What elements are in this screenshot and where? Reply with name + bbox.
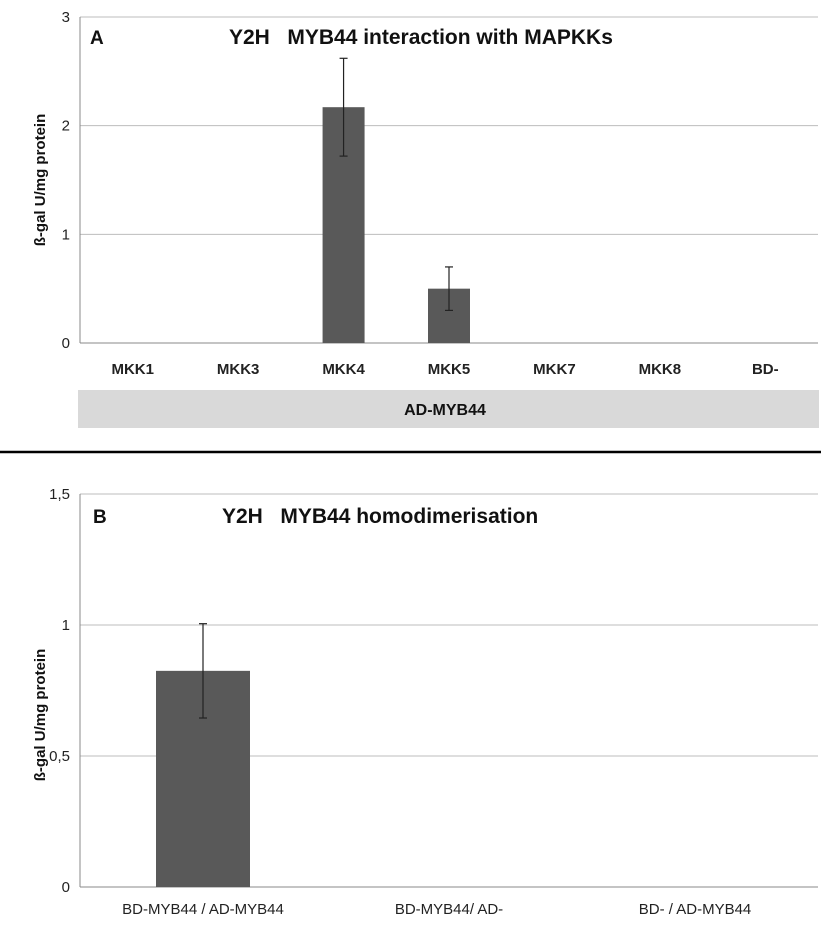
panel-b-categories: BD-MYB44 / AD-MYB44 BD-MYB44/ AD- BD- / AD…: [122, 901, 751, 918]
panel-a-letter: A: [90, 28, 104, 49]
panel-b-letter: B: [93, 507, 107, 528]
category-label: MKK8: [639, 361, 682, 378]
panel-b-bars: [156, 623, 250, 887]
panel-b-y-ticks: 0 0,5 1 1,5: [49, 486, 70, 896]
category-label: BD-MYB44 / AD-MYB44: [122, 901, 284, 918]
panel-a-bars: [322, 57, 470, 344]
category-label: MKK5: [428, 361, 471, 378]
y-tick-label: 1: [62, 617, 70, 634]
category-label: MKK7: [533, 361, 576, 378]
y-tick-label: 3: [62, 9, 70, 26]
category-label: BD-MYB44/ AD-: [395, 901, 503, 918]
y-tick-label: 2: [62, 118, 70, 135]
y-tick-label: 1: [62, 226, 70, 243]
category-label: BD- / AD-MYB44: [639, 901, 752, 918]
panel-a: 0 1 2 3 MKK1 MKK3 MKK4 MKK5 MKK7 MKK8 BD- A Y2H M…: [32, 9, 819, 428]
category-label: MKK3: [217, 361, 260, 378]
panel-a-ylabel: ß-gal U/mg protein: [32, 114, 49, 247]
panel-a-group-label: AD-MYB44: [404, 402, 486, 419]
panel-a-y-ticks: 0 1 2 3: [62, 9, 70, 352]
panel-a-group-band: [78, 390, 819, 428]
panel-a-title: Y2H MYB44 interaction with MAPKKs: [229, 26, 613, 49]
panel-b: 0 0,5 1 1,5 BD-MYB44 / AD-MYB44 BD-MYB44/ AD…: [32, 486, 818, 918]
panel-a-categories: MKK1 MKK3 MKK4 MKK5 MKK7 MKK8 BD-: [111, 361, 778, 378]
panel-b-ylabel: ß-gal U/mg protein: [32, 649, 49, 782]
y-tick-label: 0,5: [49, 748, 70, 765]
y-tick-label: 0: [62, 879, 70, 896]
panel-b-title: Y2H MYB44 homodimerisation: [222, 505, 538, 528]
panel-a-gridlines: [80, 16, 818, 235]
category-label: MKK1: [111, 361, 154, 378]
y-tick-label: 0: [62, 335, 70, 352]
y-tick-label: 1,5: [49, 486, 70, 503]
category-label: BD-: [752, 361, 779, 378]
category-label: MKK4: [322, 361, 365, 378]
